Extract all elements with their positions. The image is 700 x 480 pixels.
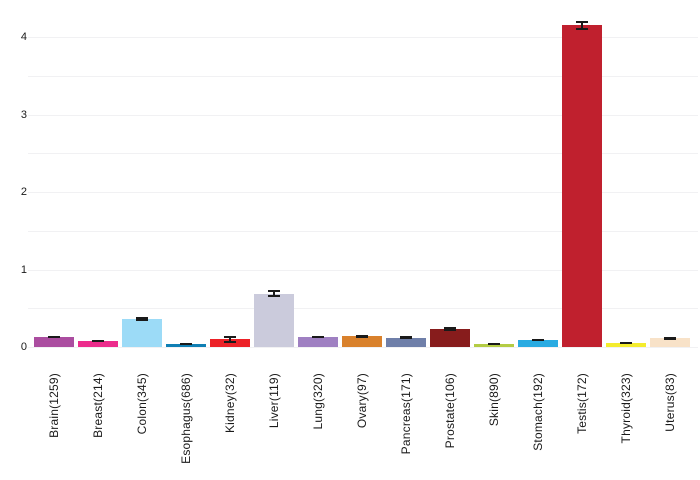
error-bar-cap: [355, 335, 368, 338]
error-bar-cap: [531, 338, 544, 341]
x-tick-label: Kidney(32): [222, 373, 237, 434]
x-tick-label: Brain(1259): [46, 373, 61, 438]
bar-liver: [253, 293, 294, 347]
x-tick-breast: Breast(214): [86, 373, 110, 477]
x-tick-brain: Brain(1259): [42, 373, 66, 477]
bar-ovary: [341, 336, 382, 347]
x-tick-label: Liver(119): [266, 373, 281, 429]
x-tick-label: Breast(214): [90, 373, 105, 438]
x-tick-testis: Testis(172): [570, 373, 594, 477]
bar-thyroid: [605, 343, 646, 347]
x-tick-label: Skin(890): [486, 373, 501, 427]
error-bar-cap: [443, 327, 456, 330]
bar-testis: [561, 25, 602, 347]
error-bar-cap: [223, 335, 236, 338]
error-bar-cap: [575, 28, 588, 31]
bar-prostate: [429, 329, 470, 347]
x-tick-ovary: Ovary(97): [350, 373, 374, 477]
error-bar-cap: [135, 317, 148, 320]
error-bar-testis: [580, 20, 583, 31]
bar-skin: [473, 343, 514, 347]
x-tick-label: Stomach(192): [530, 373, 545, 451]
x-tick-prostate: Prostate(106): [438, 373, 462, 477]
gridline: [28, 347, 698, 348]
error-bar-cap: [267, 290, 280, 293]
bar-kidney: [209, 339, 250, 347]
y-tick-label: 4: [20, 31, 27, 43]
x-tick-label: Uterus(83): [662, 373, 677, 432]
y-tick-label: 0: [20, 341, 27, 353]
error-bar-kidney: [228, 335, 231, 343]
x-tick-esophagus: Esophagus(686): [174, 373, 198, 477]
error-bar-cap: [443, 328, 456, 331]
x-tick-label: Colon(345): [134, 373, 149, 435]
bar-colon: [121, 319, 162, 347]
x-tick-skin: Skin(890): [482, 373, 506, 477]
error-bar-cap: [575, 20, 588, 23]
y-tick-label: 3: [20, 109, 27, 121]
error-bar-cap: [355, 334, 368, 337]
error-bar-cap: [399, 337, 412, 340]
x-tick-liver: Liver(119): [262, 373, 286, 477]
error-bar-cap: [135, 318, 148, 321]
bar-esophagus: [165, 343, 206, 347]
error-bar-cap: [487, 342, 500, 345]
bar-pancreas: [385, 337, 426, 347]
x-tick-kidney: Kidney(32): [218, 373, 242, 477]
error-bar-cap: [619, 342, 632, 345]
bar-stomach: [517, 340, 558, 347]
x-tick-colon: Colon(345): [130, 373, 154, 477]
error-bar-liver: [272, 290, 275, 297]
x-tick-pancreas: Pancreas(171): [394, 373, 418, 477]
x-tick-label: Pancreas(171): [398, 373, 413, 455]
error-bar-cap: [179, 342, 192, 345]
x-tick-label: Testis(172): [574, 373, 589, 434]
error-bar-cap: [223, 340, 236, 343]
x-tick-lung: Lung(320): [306, 373, 330, 477]
x-tick-label: Thyroid(323): [618, 373, 633, 444]
error-bar-cap: [267, 294, 280, 297]
y-tick-label: 1: [20, 264, 27, 276]
bar-uterus: [649, 338, 690, 347]
y-tick-label: 2: [20, 186, 27, 198]
error-bar-cap: [399, 336, 412, 339]
bar-breast: [77, 340, 118, 347]
bar-lung: [297, 336, 338, 347]
error-bar-cap: [663, 338, 676, 341]
error-bar-cap: [47, 335, 60, 338]
error-bar-cap: [311, 335, 324, 338]
x-tick-label: Ovary(97): [354, 373, 369, 429]
bar-brain: [33, 336, 74, 347]
x-tick-label: Prostate(106): [442, 373, 457, 449]
x-tick-thyroid: Thyroid(323): [614, 373, 638, 477]
x-tick-uterus: Uterus(83): [658, 373, 682, 477]
x-tick-stomach: Stomach(192): [526, 373, 550, 477]
error-bar-cap: [663, 336, 676, 339]
x-tick-label: Lung(320): [310, 373, 325, 430]
error-bar-cap: [91, 339, 104, 342]
x-tick-label: Esophagus(686): [178, 373, 193, 464]
